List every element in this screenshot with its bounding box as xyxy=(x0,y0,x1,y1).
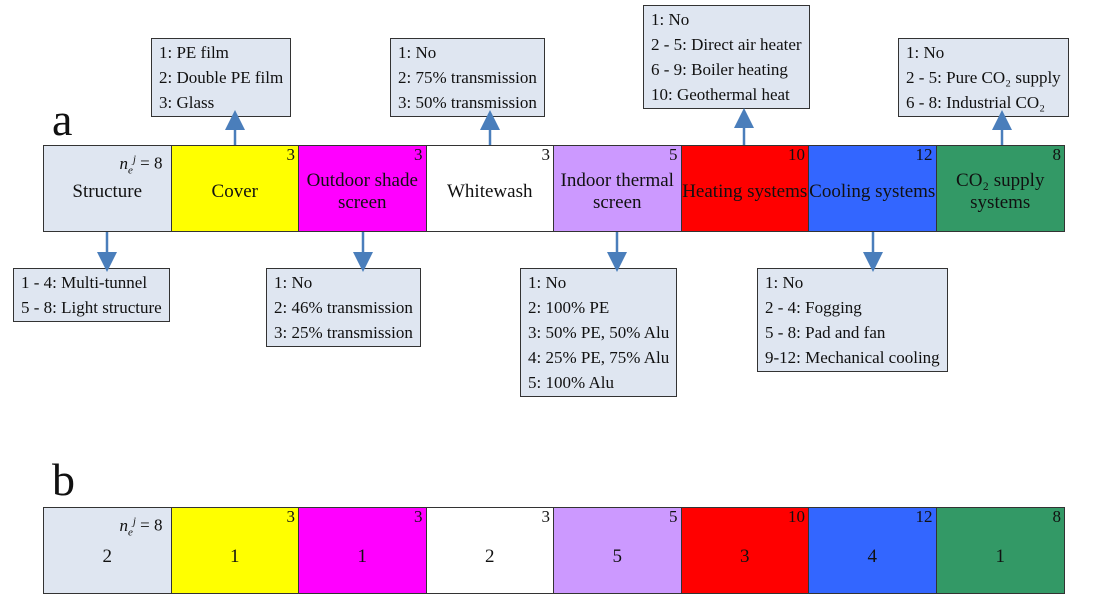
option-line: 2: 46% transmission xyxy=(274,298,413,317)
option-line: 1: No xyxy=(528,273,567,292)
option-count: 5 xyxy=(669,507,678,526)
option-line: 1: No xyxy=(765,273,804,292)
whitewash-options-box: 1: No 2: 75% transmission 3: 50% transmiss… xyxy=(390,38,545,117)
cell-name: Indoor thermal screen xyxy=(560,169,674,213)
cell-co2: 8 CO₂ supply systems xyxy=(936,145,1064,231)
option-line: 2: Double PE film xyxy=(159,68,284,87)
cell-value: 2 xyxy=(485,545,495,567)
ne-label: nej = 8 xyxy=(119,153,163,177)
option-line: 2: 100% PE xyxy=(528,298,610,317)
option-line: 2 - 5: Pure CO₂ supply xyxy=(906,68,1061,87)
option-line: 3: 50% transmission xyxy=(398,93,537,112)
cell-name: Whitewash xyxy=(447,180,533,202)
cell-cooling: 12 Cooling systems xyxy=(809,146,937,231)
cell-value: 3 xyxy=(740,545,750,567)
cell-structure: nej = 8 Structure xyxy=(44,146,172,231)
cell-name: Structure xyxy=(72,180,143,202)
cell-value: 1 xyxy=(230,545,240,567)
option-count: 8 xyxy=(1052,507,1062,526)
cell-value: 2 xyxy=(102,545,113,567)
cell-value: 1 xyxy=(357,545,368,567)
cell-whitewash: 3 Whitewash xyxy=(426,145,554,231)
option-line: 5 - 8: Light structure xyxy=(21,298,162,317)
shade-options-box: 1: No 2: 46% transmission 3: 25% transmiss… xyxy=(266,268,421,347)
option-line: 1: No xyxy=(651,10,690,29)
option-line: 2 - 4: Fogging xyxy=(765,298,862,317)
option-count: 3 xyxy=(541,507,551,526)
option-line: 3: 25% transmission xyxy=(274,323,413,342)
option-count: 3 xyxy=(286,145,296,164)
cell-b-cooling: 12 4 xyxy=(809,508,937,593)
option-count: 12 xyxy=(915,145,933,164)
cover-options-box: 1: PE film 2: Double PE film 3: Glass xyxy=(151,38,292,117)
option-line: 2: 75% transmission xyxy=(398,68,537,87)
co2-options-box: 1: No 2 - 5: Pure CO₂ supply 6 - 8: Indust… xyxy=(898,38,1069,117)
option-count: 3 xyxy=(414,507,423,526)
cell-indoor-thermal: 5 Indoor thermal screen xyxy=(554,146,682,231)
option-line: 4: 25% PE, 75% Alu xyxy=(528,348,670,367)
ne-label: nej = 8 xyxy=(119,515,163,539)
cell-name: Heating systems xyxy=(682,180,808,202)
cell-heating: 10 Heating systems xyxy=(681,145,809,231)
cell-value: 4 xyxy=(867,545,878,567)
cell-b-structure: nej = 8 2 xyxy=(44,508,172,593)
option-line: 9-12: Mechanical cooling xyxy=(765,348,940,367)
heating-options-box: 1: No 2 - 5: Direct air heater 6 - 9: Boil… xyxy=(643,5,810,109)
option-count: 3 xyxy=(286,507,296,526)
option-line: 1: No xyxy=(906,43,945,62)
option-count: 10 xyxy=(788,507,805,526)
panel-a-label: a xyxy=(52,94,73,145)
option-line: 1: No xyxy=(398,43,437,62)
cell-cover: 3 Cover xyxy=(171,145,299,231)
option-count: 8 xyxy=(1052,145,1062,164)
option-count: 12 xyxy=(915,507,933,526)
thermal-options-box: 1: No 2: 100% PE 3: 50% PE, 50% Alu 4: 25% … xyxy=(520,268,678,397)
cell-value: 1 xyxy=(995,545,1006,567)
panel-b-label: b xyxy=(52,454,75,505)
cell-name: Outdoor shade screen xyxy=(306,169,418,213)
cell-outdoor-shade: 3 Outdoor shade screen xyxy=(299,146,427,231)
cooling-options-box: 1: No 2 - 4: Fogging 5 - 8: Pad and fan 9-1… xyxy=(757,268,948,372)
option-line: 1 - 4: Multi-tunnel xyxy=(21,273,148,292)
option-line: 5: 100% Alu xyxy=(528,373,614,392)
option-line: 3: Glass xyxy=(159,93,215,112)
option-count: 3 xyxy=(541,145,551,164)
cell-name: CO₂ supply systems xyxy=(956,169,1045,213)
option-count: 3 xyxy=(414,145,423,164)
option-line: 10: Geothermal heat xyxy=(651,85,790,104)
option-line: 1: PE film xyxy=(159,43,229,62)
option-line: 6 - 9: Boiler heating xyxy=(651,60,788,79)
cell-name: Cooling systems xyxy=(809,180,936,202)
option-line: 6 - 8: Industrial CO₂ xyxy=(906,93,1046,112)
cell-b-heating: 10 3 xyxy=(681,507,809,593)
cell-value: 5 xyxy=(612,545,623,567)
row-a: nej = 8 Structure 3 Cover 3 Outdoor shade … xyxy=(43,145,1065,232)
option-line: 5 - 8: Pad and fan xyxy=(765,323,886,342)
option-line: 3: 50% PE, 50% Alu xyxy=(528,323,670,342)
option-count: 10 xyxy=(788,145,805,164)
cell-name: Cover xyxy=(211,180,258,202)
option-line: 2 - 5: Direct air heater xyxy=(651,35,802,54)
structure-options-box: 1 - 4: Multi-tunnel 5 - 8: Light structur… xyxy=(13,268,170,322)
option-count: 5 xyxy=(669,145,678,164)
option-line: 1: No xyxy=(274,273,313,292)
